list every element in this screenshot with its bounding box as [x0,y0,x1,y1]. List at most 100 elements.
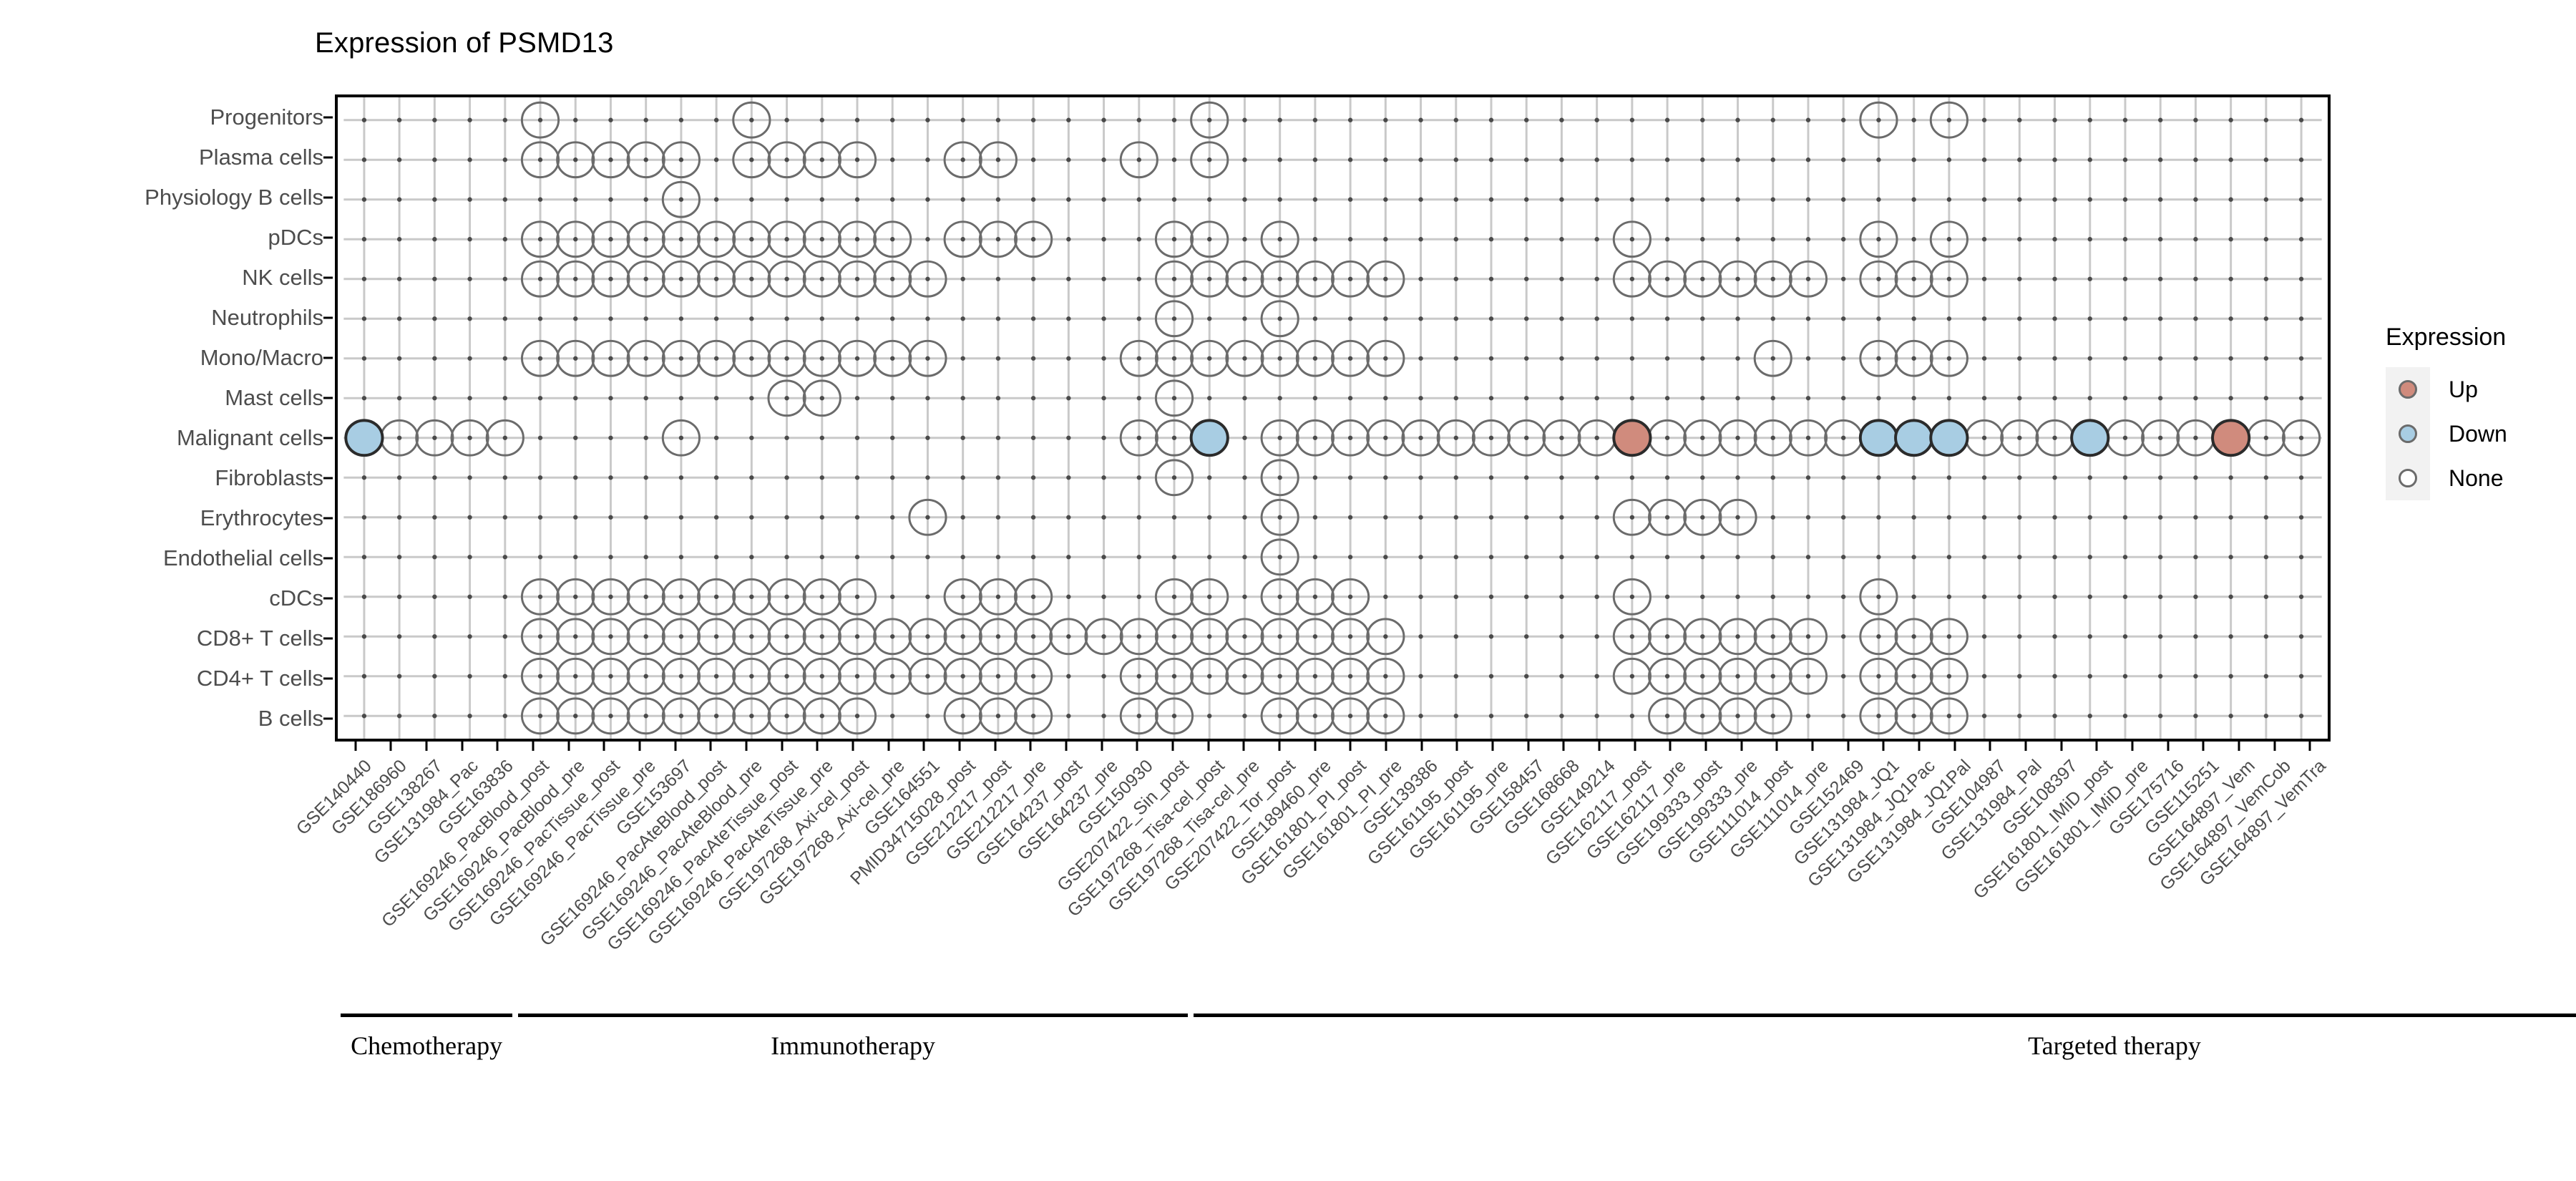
y-axis-label: CD8+ T cells [196,626,323,651]
y-axis-tick [323,116,333,119]
x-axis-tick [1918,742,1921,751]
x-axis-tick [1101,742,1103,751]
x-axis-tick [1704,742,1707,751]
y-axis-label: Physiology B cells [145,185,323,210]
x-axis-tick [1953,742,1956,751]
y-axis-tick [323,717,333,720]
x-axis-tick [2131,742,2134,751]
y-axis-tick [323,316,333,319]
x-axis-tick [2308,742,2311,751]
x-axis-tick [1455,742,1458,751]
x-axis-tick [887,742,890,751]
group-label: Immunotherapy [771,1031,936,1060]
x-axis-tick [1740,742,1743,751]
x-axis-tick [2238,742,2240,751]
y-axis-label: Malignant cells [176,425,323,450]
x-axis-tick [1278,742,1281,751]
legend-label: None [2449,465,2504,491]
group-bar [518,1014,1188,1017]
dot-matrix [344,101,2321,735]
x-axis-tick [638,742,641,751]
x-axis-tick [1065,742,1068,751]
x-axis-tick [1598,742,1601,751]
legend-item[interactable]: None [2386,456,2572,500]
y-axis-label: Mast cells [225,385,323,410]
x-axis-tick [1811,742,1814,751]
x-axis-tick [922,742,925,751]
x-axis-tick [1527,742,1530,751]
x-axis-tick [496,742,499,751]
x-axis-tick [2167,742,2170,751]
x-axis-tick [2060,742,2063,751]
x-axis-tick [2024,742,2027,751]
x-axis-tick [461,742,464,751]
x-axis-tick [1136,742,1138,751]
y-axis-tick [323,597,333,600]
y-axis-tick [323,437,333,439]
x-axis-tick [674,742,677,751]
x-axis-tick [1314,742,1317,751]
x-axis-tick [1882,742,1885,751]
x-axis-tick [532,742,535,751]
x-axis-tick [745,742,748,751]
y-axis-label: Erythrocytes [200,505,323,530]
y-axis-tick [323,356,333,359]
x-axis-tick [994,742,997,751]
y-axis-label: Mono/Macro [200,345,323,370]
x-axis-tick [2273,742,2275,751]
y-axis-label: B cells [258,706,323,731]
x-axis-tick [1562,742,1565,751]
x-axis-labels: GSE140440 GSE186960 GSE138267 GSE131984_Pac… [0,756,2361,999]
y-axis-tick [323,477,333,480]
x-axis-tick [852,742,854,751]
legend-items: Up Down None [2386,367,2572,500]
y-axis-tick [323,557,333,560]
y-axis-label: Neutrophils [211,305,323,330]
x-axis-ticks [335,742,2331,756]
y-axis-tick [323,276,333,279]
legend-title: Expression [2386,324,2507,351]
x-axis-tick [816,742,819,751]
x-axis-tick [567,742,570,751]
y-axis-tick [323,236,333,239]
y-axis-tick [323,677,333,680]
y-axis-label: Plasma cells [199,145,323,170]
legend-label: Down [2449,420,2507,447]
group-label: Chemotherapy [351,1031,503,1060]
x-axis-tick [1847,742,1850,751]
group-label: Targeted therapy [2028,1031,2201,1060]
y-axis-label: Fibroblasts [215,465,323,490]
y-axis-tick [323,196,333,199]
x-axis-tick [1171,742,1174,751]
legend-dot-icon [2399,424,2417,443]
page-title: Expression of PSMD13 [315,27,614,59]
legend-key [2386,412,2430,456]
y-axis-tick [323,637,333,640]
legend-item[interactable]: Down [2386,412,2572,456]
legend-dot-icon [2399,380,2417,399]
y-axis-tick [323,397,333,399]
x-axis-tick [1775,742,1778,751]
legend-dot-icon [2399,469,2417,487]
y-axis-tick [323,156,333,159]
x-axis-tick [709,742,712,751]
x-axis-tick [1385,742,1387,751]
x-axis-tick [1634,742,1636,751]
legend-item[interactable]: Up [2386,367,2572,412]
x-axis-tick [958,742,961,751]
y-axis-label: CD4+ T cells [196,666,323,691]
x-axis-tick [1349,742,1352,751]
y-axis-labels: Progenitors Plasma cells Physiology B cell… [0,94,323,742]
legend-key [2386,456,2430,500]
x-axis-tick [1207,742,1210,751]
y-axis-tick [323,517,333,520]
y-axis-label: cDCs [269,585,323,611]
x-axis-tick [1669,742,1672,751]
y-axis-label: pDCs [268,225,323,250]
x-axis-tick [1420,742,1423,751]
plot-panel [335,94,2331,742]
x-axis-tick [1491,742,1494,751]
x-axis-tick [1029,742,1032,751]
legend: Expression Up Down None [2386,324,2572,500]
